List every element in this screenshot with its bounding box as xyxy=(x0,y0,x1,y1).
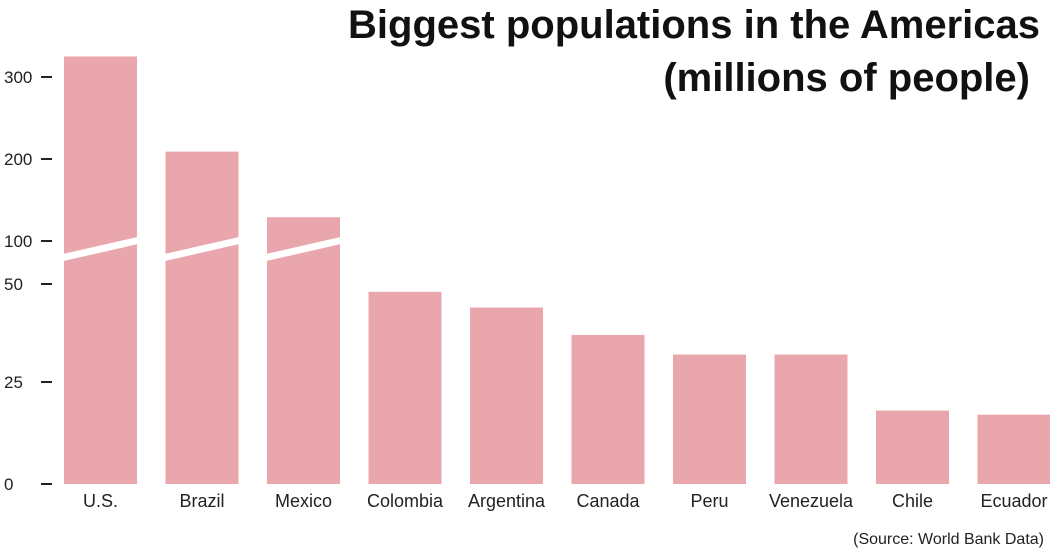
source-note: (Source: World Bank Data) xyxy=(853,531,1044,548)
x-tick-label: Mexico xyxy=(275,491,332,511)
axis-break-slash xyxy=(263,236,344,262)
axis-break-slash xyxy=(60,236,141,262)
axis-break-slash xyxy=(161,236,243,262)
bar-us xyxy=(64,56,137,484)
x-tick-label: Chile xyxy=(892,491,933,511)
bar-canada xyxy=(571,334,645,484)
bar-chile xyxy=(876,410,949,484)
chart-subtitle: (millions of people) xyxy=(663,56,1030,100)
bar-colombia xyxy=(368,291,442,484)
bar-brazil xyxy=(165,151,239,484)
chart-title: Biggest populations in the Americas xyxy=(348,3,1040,47)
x-tick-label: Ecuador xyxy=(980,491,1047,511)
axis-break-marks xyxy=(60,236,344,262)
y-tick-label: 200 xyxy=(4,150,32,169)
y-tick-label: 50 xyxy=(4,275,23,294)
x-tick-label: Venezuela xyxy=(769,491,854,511)
bar-argentina xyxy=(470,307,543,484)
y-axis: 0 25 50 100 200 300 xyxy=(4,68,52,494)
bar-venezuela xyxy=(774,354,848,484)
y-tick-label: 25 xyxy=(4,373,23,392)
x-tick-label: Peru xyxy=(690,491,728,511)
x-tick-label: Brazil xyxy=(179,491,224,511)
x-axis-labels: U.S. Brazil Mexico Colombia Argentina Canada P… xyxy=(83,491,1048,511)
y-tick-label: 300 xyxy=(4,68,32,87)
bar-peru xyxy=(673,354,746,484)
x-tick-label: U.S. xyxy=(83,491,118,511)
bar-ecuador xyxy=(977,414,1050,484)
y-tick-label: 100 xyxy=(4,232,32,251)
y-tick-label: 0 xyxy=(4,475,13,494)
bars-group xyxy=(64,56,1050,484)
bar-mexico xyxy=(267,217,340,484)
x-tick-label: Argentina xyxy=(468,491,546,511)
x-tick-label: Colombia xyxy=(367,491,444,511)
x-tick-label: Canada xyxy=(576,491,640,511)
